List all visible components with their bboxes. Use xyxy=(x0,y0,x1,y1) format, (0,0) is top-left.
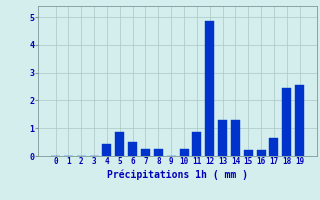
Bar xyxy=(295,85,304,156)
Bar xyxy=(218,120,227,156)
Bar xyxy=(282,88,291,156)
Bar xyxy=(141,149,150,156)
Bar xyxy=(102,144,111,156)
Bar xyxy=(257,150,266,156)
Bar xyxy=(231,120,240,156)
Bar xyxy=(154,149,163,156)
Bar xyxy=(269,138,278,156)
X-axis label: Précipitations 1h ( mm ): Précipitations 1h ( mm ) xyxy=(107,169,248,180)
Bar xyxy=(244,150,253,156)
Bar xyxy=(128,142,137,156)
Bar xyxy=(180,149,188,156)
Bar xyxy=(205,21,214,156)
Bar xyxy=(192,132,201,156)
Bar xyxy=(115,132,124,156)
